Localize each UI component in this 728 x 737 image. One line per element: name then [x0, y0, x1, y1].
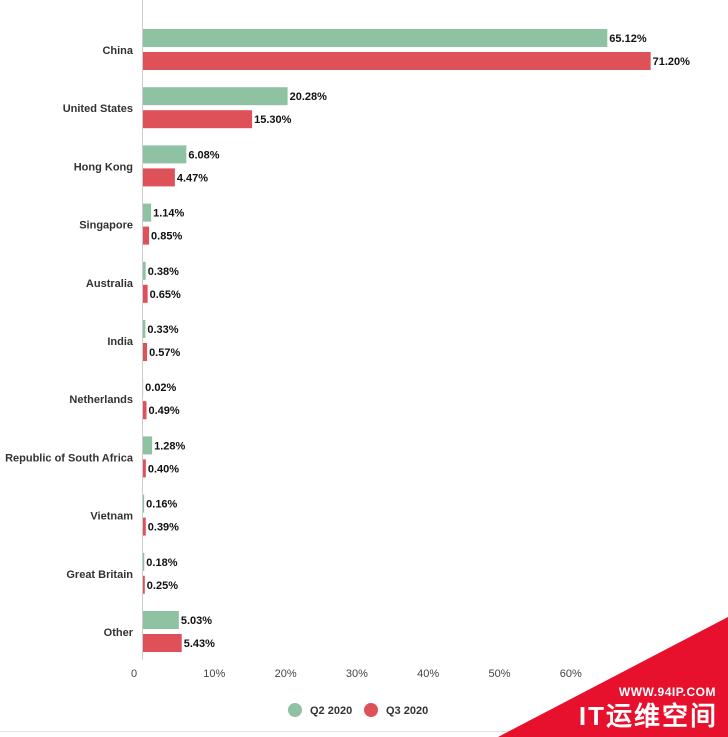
bars-layer [143, 29, 651, 652]
bar-q2-2020-republic-of-south-africa [143, 436, 153, 455]
bar-q3-2020-great-britain [143, 575, 145, 594]
bar-q3-2020-republic-of-south-africa [143, 459, 146, 478]
bar-q3-2020-vietnam [143, 517, 146, 536]
value-label-q3-2020-other: 5.43% [184, 638, 215, 650]
bar-q2-2020-great-britain [143, 552, 145, 571]
bar-q3-2020-netherlands [143, 401, 147, 420]
legend: Q2 2020 Q3 2020 [288, 703, 428, 717]
value-label-q3-2020-australia: 0.65% [150, 289, 181, 301]
bar-q3-2020-singapore [143, 226, 150, 245]
category-label-netherlands: Netherlands [69, 394, 133, 406]
legend-swatch-q2-2020 [288, 703, 302, 717]
category-label-hong-kong: Hong Kong [74, 161, 133, 173]
bar-q2-2020-china [143, 29, 608, 47]
watermark: WWW.94IP.COM IT运维空间 [498, 617, 728, 737]
category-labels: China United States Hong Kong Singapore Aust… [5, 45, 134, 639]
category-label-republic-of-south-africa: Republic of South Africa [5, 452, 134, 464]
value-label-q3-2020-republic-of-south-africa: 0.40% [148, 463, 179, 475]
value-label-q3-2020-hong-kong: 4.47% [177, 172, 208, 184]
bar-q3-2020-china [143, 52, 651, 70]
x-tick-label-40: 40% [417, 668, 439, 680]
category-label-united-states: United States [63, 103, 133, 115]
value-label-q2-2020-great-britain: 0.18% [146, 557, 177, 569]
value-label-q3-2020-india: 0.57% [149, 347, 180, 359]
watermark-url: WWW.94IP.COM [618, 685, 716, 699]
x-tick-label-30: 30% [346, 668, 368, 680]
bar-q3-2020-india [143, 343, 148, 361]
value-label-q3-2020-vietnam: 0.39% [148, 522, 179, 534]
category-label-other: Other [104, 627, 134, 639]
bar-q2-2020-other [143, 611, 179, 629]
bar-q2-2020-vietnam [143, 494, 145, 513]
value-label-q2-2020-republic-of-south-africa: 1.28% [154, 440, 185, 452]
value-label-q3-2020-netherlands: 0.49% [148, 405, 179, 417]
value-label-q3-2020-united-states: 15.30% [254, 114, 292, 126]
category-label-australia: Australia [86, 278, 134, 290]
category-label-china: China [102, 45, 133, 57]
legend-label-q3-2020: Q3 2020 [386, 705, 428, 717]
category-label-vietnam: Vietnam [90, 511, 133, 523]
x-tick-label-0: 0 [131, 668, 137, 680]
watermark-brand: IT运维空间 [578, 701, 718, 731]
value-label-q2-2020-united-states: 20.28% [290, 91, 328, 103]
value-label-q2-2020-netherlands: 0.02% [145, 382, 176, 394]
category-label-singapore: Singapore [79, 220, 133, 232]
bar-q3-2020-united-states [143, 110, 253, 129]
bar-q3-2020-australia [143, 284, 148, 303]
legend-swatch-q3-2020 [364, 703, 378, 717]
value-label-q2-2020-china: 65.12% [609, 33, 647, 45]
value-labels: 65.12% 71.20% 20.28% 15.30% 6.08% 4.47% 1.14% 0… [145, 33, 690, 650]
bar-q3-2020-other [143, 634, 182, 652]
bar-q2-2020-hong-kong [143, 145, 187, 164]
category-label-great-britain: Great Britain [66, 569, 133, 581]
x-tick-label-10: 10% [203, 668, 225, 680]
value-label-q2-2020-vietnam: 0.16% [146, 499, 177, 511]
value-label-q2-2020-singapore: 1.14% [153, 208, 184, 220]
bar-q2-2020-australia [143, 261, 146, 280]
bar-q2-2020-united-states [143, 87, 288, 106]
legend-label-q2-2020: Q2 2020 [310, 705, 352, 717]
value-label-q2-2020-india: 0.33% [147, 324, 178, 336]
bar-q2-2020-singapore [143, 203, 152, 222]
value-label-q3-2020-singapore: 0.85% [151, 231, 182, 243]
value-label-q3-2020-china: 71.20% [653, 56, 691, 68]
watermark-triangle [498, 617, 728, 737]
value-label-q2-2020-hong-kong: 6.08% [188, 149, 219, 161]
value-label-q3-2020-great-britain: 0.25% [147, 580, 178, 592]
bar-q3-2020-hong-kong [143, 168, 175, 187]
x-tick-label-20: 20% [275, 668, 297, 680]
value-label-q2-2020-australia: 0.38% [148, 266, 179, 278]
bar-q2-2020-india [143, 320, 146, 338]
value-label-q2-2020-other: 5.03% [181, 615, 212, 627]
category-label-india: India [107, 336, 134, 348]
